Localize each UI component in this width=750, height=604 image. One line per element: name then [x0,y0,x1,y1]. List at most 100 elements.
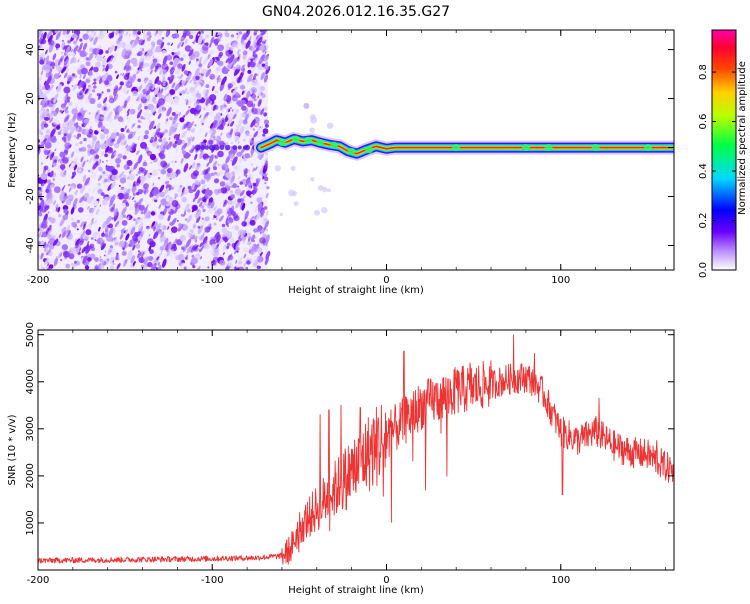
noise-speckle [71,85,74,87]
noise-speckle [39,59,45,65]
noise-speckle [76,92,81,96]
noise-speckle [130,226,136,235]
noise-speckle [41,86,46,90]
noise-speckle [119,73,123,76]
noise-speckle [130,142,135,148]
noise-speckle [44,243,49,252]
noise-speckle [115,132,120,137]
noise-speckle [88,188,92,192]
noise-speckle [85,229,92,236]
noise-speckle [156,39,163,46]
sparse-speckle [321,186,328,193]
noise-speckle [181,90,186,95]
noise-speckle [229,205,235,215]
noise-speckle [188,106,191,109]
noise-speckle [250,234,256,242]
noise-speckle [67,239,70,244]
noise-speckle [243,240,245,244]
noise-speckle [85,225,88,229]
noise-speckle [148,120,155,130]
noise-speckle [87,92,92,100]
noise-speckle [65,263,70,269]
noise-speckle [60,160,63,165]
noise-speckle [228,234,232,238]
noise-speckle [204,89,209,97]
noise-speckle [60,30,62,33]
noise-speckle [253,168,257,171]
noise-speckle [215,244,220,250]
noise-speckle [90,237,94,240]
noise-speckle [250,201,253,204]
noise-speckle [235,241,241,249]
noise-speckle [253,131,259,138]
noise-speckle [38,43,42,50]
noise-speckle [92,187,96,193]
noise-speckle [69,162,76,171]
noise-speckle [157,266,161,270]
noise-speckle [209,73,216,80]
noise-speckle [93,66,99,73]
noise-speckle [239,181,243,185]
noise-speckle [88,207,95,214]
noise-speckle [79,42,84,48]
noise-speckle [137,78,141,82]
noise-speckle [162,69,167,79]
noise-speckle [237,198,242,203]
noise-speckle [244,107,249,115]
noise-speckle [73,164,78,171]
noise-speckle [108,97,115,104]
noise-speckle [178,90,183,95]
noise-speckle [208,207,214,213]
noise-speckle [192,41,194,44]
spectrogram-y-axis-label: Frequency (Hz) [7,112,18,188]
noise-speckle [225,57,230,64]
noise-speckle [84,192,90,198]
noise-speckle [171,49,174,53]
noise-speckle [195,164,200,172]
noise-speckle [54,30,60,34]
noise-speckle [226,245,230,249]
noise-speckle [92,161,99,170]
noise-speckle [155,128,161,136]
snr-x-tick-label: -200 [27,575,50,586]
noise-speckle [67,132,72,142]
noise-speckle [62,214,68,221]
noise-speckle [148,211,152,215]
noise-speckle [46,155,49,160]
noise-speckle [80,185,86,194]
noise-speckle [236,164,241,175]
noise-speckle [184,218,188,221]
noise-speckle [103,254,106,257]
noise-speckle [76,228,79,231]
noise-speckle [250,119,256,128]
noise-speckle [264,47,268,51]
noise-speckle [261,53,265,59]
figure-title: GN04.2026.012.16.35.G27 [262,4,450,20]
noise-speckle [101,199,108,206]
sparse-speckle [291,190,298,197]
noise-speckle [212,160,218,168]
noise-speckle [183,187,187,193]
noise-speckle [110,133,117,139]
noise-speckle [143,206,148,215]
noise-speckle [40,162,43,165]
noise-speckle [95,208,100,216]
noise-speckle [211,128,215,131]
noise-speckle [232,199,237,205]
noise-speckle [179,73,184,79]
noise-speckle [40,70,44,76]
noise-speckle [140,211,144,215]
noise-speckle [95,170,98,173]
noise-speckle [150,43,155,52]
snr-x-axis-label: Height of straight line (km) [288,585,424,596]
noise-speckle [51,60,54,64]
noise-speckle [204,226,211,233]
noise-speckle [150,35,152,39]
noise-speckle [221,248,225,252]
noise-speckle [158,251,163,258]
noise-speckle [71,221,77,228]
noise-speckle [102,67,105,72]
noise-speckle [69,56,75,65]
noise-speckle [204,132,208,138]
noise-speckle [204,216,210,222]
